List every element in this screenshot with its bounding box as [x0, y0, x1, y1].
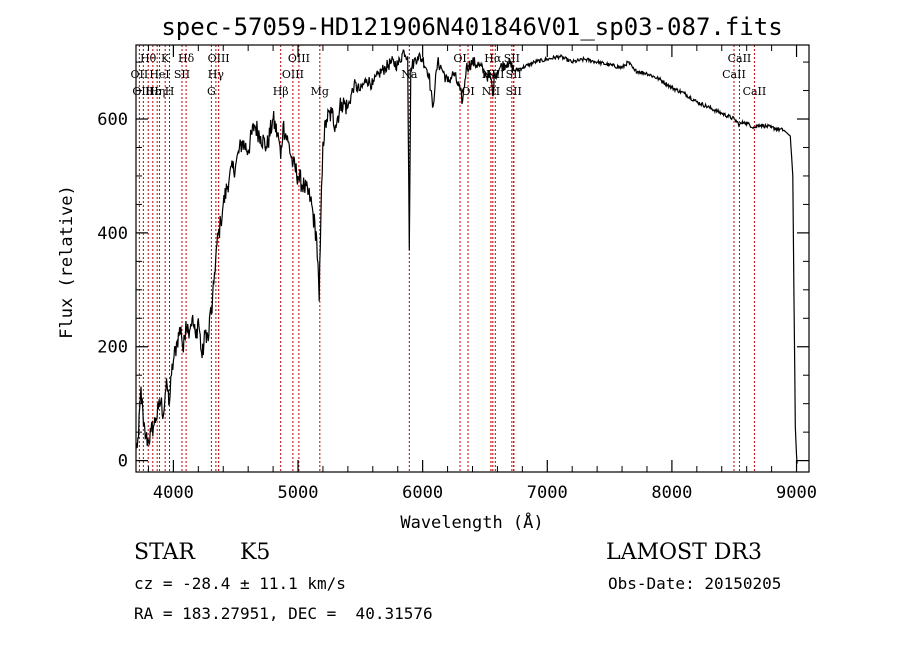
spectral-line-label: Na	[401, 68, 418, 81]
spectral-line-label: CaII	[728, 52, 752, 65]
spectral-line-label: OIII	[288, 52, 310, 65]
spectral-line-label: NII	[482, 85, 500, 98]
x-tick-label: 9000	[776, 483, 817, 503]
spectral-line-label: K	[161, 52, 170, 65]
y-tick-label: 400	[97, 224, 128, 244]
spectral-line-label: SII	[506, 68, 522, 81]
spectral-line-label: Hδ	[178, 52, 195, 65]
plot-frame	[135, 44, 810, 473]
spectral-line-label: Mg	[311, 85, 329, 98]
x-tick-label: 7000	[527, 483, 568, 503]
spectral-line-label: OIII	[208, 52, 230, 65]
y-tick-label: 0	[118, 452, 128, 472]
object-subclass: K5	[240, 540, 271, 565]
obs-date: Obs-Date: 20150205	[608, 574, 782, 593]
spectral-line-label: SII	[174, 68, 190, 81]
y-tick-label: 200	[97, 338, 128, 358]
spectral-line-label: CaII	[722, 68, 746, 81]
spectral-line-label: SII	[504, 52, 520, 65]
spectral-line-label: Hγ	[208, 68, 225, 81]
spectral-line-label: HeI	[149, 68, 169, 81]
spectral-line-label: Hβ	[273, 85, 289, 98]
chart-title: spec-57059-HD121906N401846V01_sp03-087.f…	[161, 13, 782, 41]
x-tick-label: 5000	[278, 483, 319, 503]
spectral-line-label: OII	[131, 68, 149, 81]
survey-name: LAMOST DR3	[606, 540, 762, 565]
spectral-line-label: Hε	[145, 85, 161, 98]
spectral-line-label: Hη	[149, 85, 165, 98]
spectral-line-label: OIII	[282, 68, 304, 81]
spectral-line-label: H	[165, 85, 175, 98]
spectral-line-label: G	[207, 85, 216, 98]
spectral-line-label: CaII	[743, 85, 767, 98]
y-tick-label: 600	[97, 110, 128, 130]
x-tick-label: 4000	[153, 483, 194, 503]
spectral-line-label: Hα	[484, 52, 502, 65]
spectral-line-label: SII	[506, 85, 522, 98]
spectral-line-label: OIII	[132, 85, 154, 98]
redshift-text: cz = -28.4 ± 11.1 km/s	[134, 574, 346, 593]
x-tick-label: 8000	[651, 483, 692, 503]
y-axis-label: Flux (relative)	[57, 185, 77, 339]
coordinates: RA = 183.27951, DEC = 40.31576	[134, 604, 433, 623]
spectral-line-label: Hθ	[140, 52, 157, 65]
spectral-line-label: OI	[461, 85, 474, 98]
object-class: STAR	[134, 540, 195, 565]
x-tick-label: 6000	[402, 483, 443, 503]
spectral-line-label: OI	[453, 52, 466, 65]
x-axis-label: Wavelength (Å)	[400, 511, 543, 533]
flux-series-line	[135, 48, 798, 464]
